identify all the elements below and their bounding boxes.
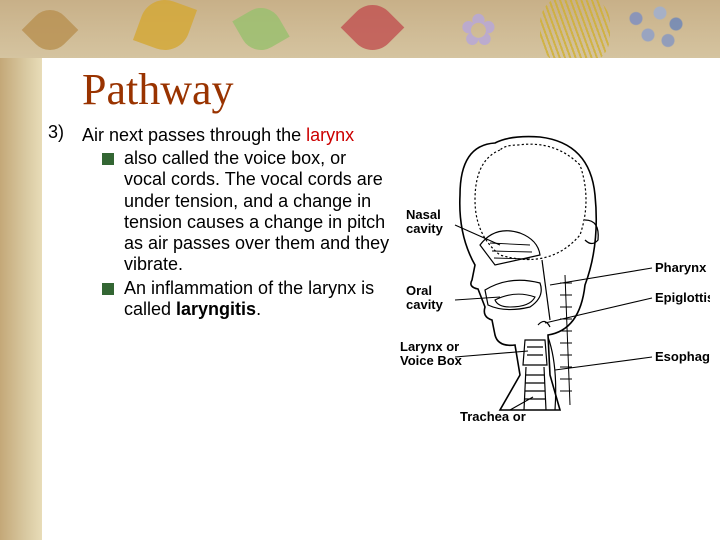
leaf-icon <box>133 0 197 57</box>
lead-text: Air next passes through the <box>82 125 306 145</box>
item-text: also called the voice box, or vocal cord… <box>124 148 392 275</box>
list-number: 3) <box>48 122 64 143</box>
list-item: also called the voice box, or vocal cord… <box>102 148 392 275</box>
square-bullet-icon <box>102 283 114 295</box>
label-epiglottis: Epiglottis <box>655 290 710 305</box>
diagram-column: Nasalcavity Oralcavity Pharynx Epiglotti… <box>400 125 710 430</box>
label-esophagus: Esophagus <box>655 349 710 364</box>
item-suffix: . <box>256 299 261 319</box>
label-nasal-cavity: Nasalcavity <box>406 207 444 236</box>
list-item: An inflammation of the larynx is called … <box>102 278 392 320</box>
leaf-icon <box>232 0 289 57</box>
label-larynx: Larynx orVoice Box <box>400 339 463 368</box>
page-title: Pathway <box>82 64 710 115</box>
highlight-word: larynx <box>306 125 354 145</box>
decorative-left-border <box>0 58 42 540</box>
anatomy-diagram: Nasalcavity Oralcavity Pharynx Epiglotti… <box>400 125 710 425</box>
berry-cluster-icon <box>620 2 700 57</box>
wheat-icon <box>540 0 610 58</box>
label-pharynx: Pharynx <box>655 260 707 275</box>
sub-list: also called the voice box, or vocal cord… <box>102 148 392 320</box>
body-row: Air next passes through the larynx also … <box>82 125 710 430</box>
lead-paragraph: Air next passes through the larynx <box>82 125 392 146</box>
slide-content: Pathway 3) Air next passes through the l… <box>42 58 720 540</box>
item-bold: laryngitis <box>176 299 256 319</box>
flower-icon <box>460 5 508 53</box>
leaf-icon <box>22 2 79 58</box>
text-column: Air next passes through the larynx also … <box>82 125 392 430</box>
label-oral-cavity: Oralcavity <box>406 283 444 312</box>
label-trachea: Trachea orWindpipe <box>460 409 526 425</box>
decorative-top-border <box>0 0 720 58</box>
square-bullet-icon <box>102 153 114 165</box>
item-text: An inflammation of the larynx is called … <box>124 278 392 320</box>
leaf-icon <box>341 0 405 58</box>
